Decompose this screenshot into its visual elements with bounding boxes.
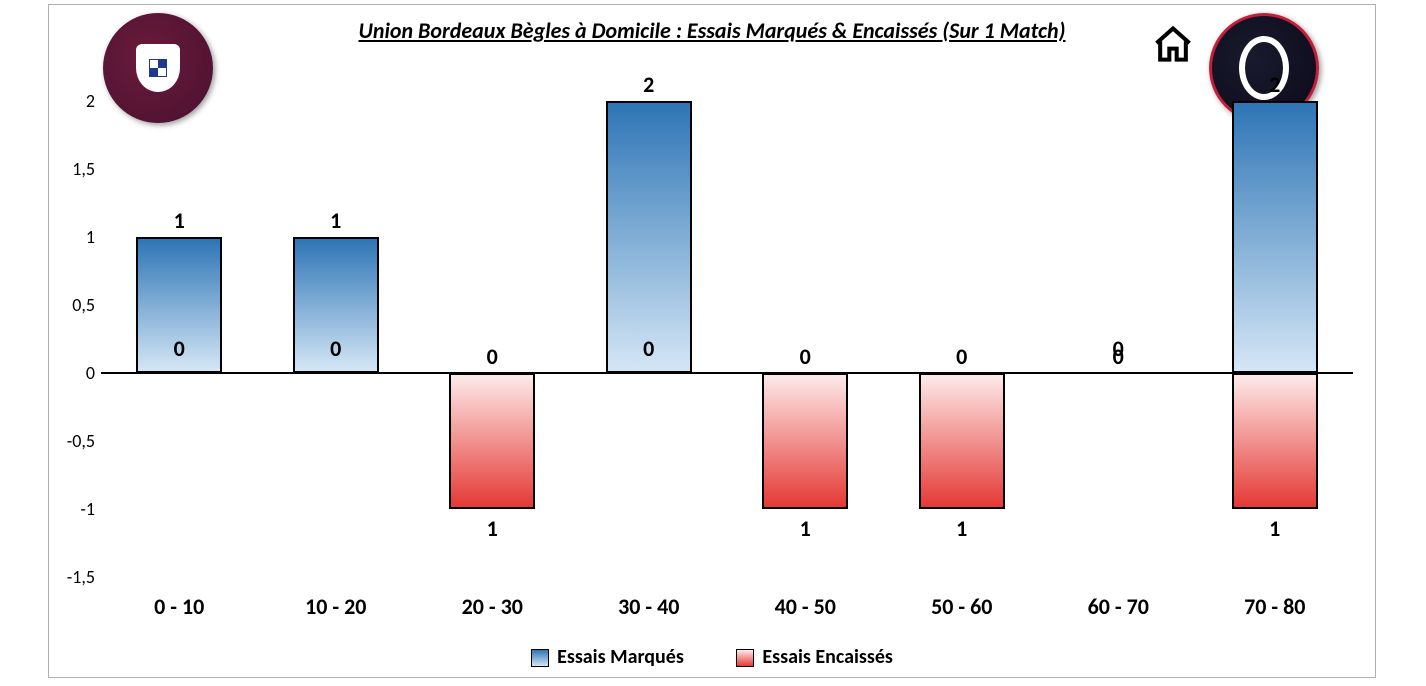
xtick-label: 60 - 70 — [1088, 593, 1149, 620]
xtick-label: 50 - 60 — [931, 593, 992, 620]
bar-marques — [606, 101, 692, 373]
legend: Essais Marqués Essais Encaissés — [49, 645, 1375, 669]
bar-marques — [1232, 101, 1318, 373]
legend-item-encaisses: Essais Encaissés — [736, 645, 893, 669]
bar-label-encaisses: 1 — [1269, 515, 1280, 542]
legend-label-marques: Essais Marqués — [557, 645, 684, 669]
chart-container: Union Bordeaux Bègles à Domicile : Essai… — [48, 4, 1376, 678]
xtick-label: 20 - 30 — [462, 593, 523, 620]
bar-label-marques: 1 — [330, 207, 341, 234]
bar-label-encaisses: 0 — [174, 335, 185, 362]
home-icon[interactable] — [1151, 23, 1195, 72]
bar-encaisses — [449, 373, 535, 509]
bar-label-encaisses: 0 — [330, 335, 341, 362]
legend-label-encaisses: Essais Encaissés — [762, 645, 893, 669]
xtick-label: 0 - 10 — [154, 593, 204, 620]
ytick-label: -1,5 — [59, 566, 95, 588]
ytick-label: -0,5 — [59, 430, 95, 452]
x-axis-line — [101, 372, 1353, 374]
bar-encaisses — [919, 373, 1005, 509]
ytick-label: 1 — [59, 226, 95, 248]
bar-encaisses — [762, 373, 848, 509]
legend-swatch-blue — [531, 649, 549, 667]
bar-label-marques: 0 — [487, 343, 498, 370]
plot-area: -1,5-1-0,500,511,52100 - 101010 - 200120… — [101, 67, 1353, 577]
ytick-label: 0 — [59, 362, 95, 384]
ytick-label: -1 — [59, 498, 95, 520]
bar-encaisses — [1232, 373, 1318, 509]
ytick-label: 0,5 — [59, 294, 95, 316]
xtick-label: 10 - 20 — [305, 593, 366, 620]
bar-label-marques: 1 — [174, 207, 185, 234]
bar-label-encaisses: 1 — [487, 515, 498, 542]
legend-item-marques: Essais Marqués — [531, 645, 684, 669]
bar-label-encaisses: 0 — [643, 335, 654, 362]
xtick-label: 70 - 80 — [1244, 593, 1305, 620]
bar-label-marques: 0 — [956, 343, 967, 370]
bar-label-marques: 2 — [1269, 71, 1280, 98]
bar-label-marques: 2 — [643, 71, 654, 98]
bar-label-marques: 0 — [800, 343, 811, 370]
xtick-label: 40 - 50 — [775, 593, 836, 620]
ytick-label: 1,5 — [59, 158, 95, 180]
legend-swatch-red — [736, 649, 754, 667]
bar-label-encaisses: 0 — [1113, 335, 1124, 362]
bar-label-encaisses: 1 — [956, 515, 967, 542]
xtick-label: 30 - 40 — [618, 593, 679, 620]
ytick-label: 2 — [59, 90, 95, 112]
bar-label-encaisses: 1 — [800, 515, 811, 542]
